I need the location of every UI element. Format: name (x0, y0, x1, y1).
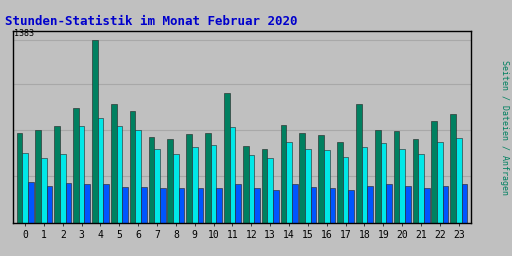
Bar (286, 142, 292, 223)
Bar (292, 184, 297, 223)
Bar (386, 184, 392, 223)
Bar (432, 121, 437, 223)
Bar (305, 148, 311, 223)
Bar (141, 187, 147, 223)
Bar (405, 186, 411, 223)
Bar (224, 93, 230, 223)
Bar (437, 142, 443, 223)
Bar (281, 125, 286, 223)
Bar (230, 127, 236, 223)
Bar (35, 130, 41, 223)
Bar (179, 188, 184, 223)
Bar (167, 139, 173, 223)
Bar (424, 188, 430, 223)
Bar (318, 135, 324, 223)
Bar (300, 133, 305, 223)
Bar (79, 126, 84, 223)
Bar (324, 150, 330, 223)
Bar (111, 103, 117, 223)
Bar (262, 148, 267, 223)
Bar (337, 142, 343, 223)
Bar (160, 188, 165, 223)
Bar (394, 131, 399, 223)
Bar (148, 137, 154, 223)
Bar (248, 155, 254, 223)
Bar (117, 126, 122, 223)
Bar (73, 108, 79, 223)
Bar (198, 188, 203, 223)
Bar (413, 139, 418, 223)
Text: Seiten / Dateien / Anfragen: Seiten / Dateien / Anfragen (500, 60, 509, 196)
Bar (399, 148, 405, 223)
Bar (28, 182, 34, 223)
Bar (375, 130, 380, 223)
Bar (349, 190, 354, 223)
Bar (380, 143, 386, 223)
Bar (192, 147, 198, 223)
Bar (205, 133, 211, 223)
Bar (16, 133, 22, 223)
Bar (54, 126, 60, 223)
Bar (130, 112, 135, 223)
Bar (356, 103, 361, 223)
Bar (236, 184, 241, 223)
Bar (343, 156, 349, 223)
Bar (122, 187, 128, 223)
Bar (217, 188, 222, 223)
Bar (135, 130, 141, 223)
Bar (243, 146, 248, 223)
Bar (361, 147, 367, 223)
Bar (173, 154, 179, 223)
Bar (330, 188, 335, 223)
Bar (418, 154, 424, 223)
Bar (186, 134, 192, 223)
Text: Stunden-Statistik im Monat Februar 2020: Stunden-Statistik im Monat Februar 2020 (5, 15, 297, 28)
Bar (450, 114, 456, 223)
Bar (22, 153, 28, 223)
Bar (211, 145, 217, 223)
Bar (154, 148, 160, 223)
Bar (98, 118, 103, 223)
Bar (66, 183, 71, 223)
Bar (60, 154, 66, 223)
Bar (443, 186, 449, 223)
Bar (267, 158, 273, 223)
Text: 1383: 1383 (14, 29, 34, 38)
Bar (41, 158, 47, 223)
Bar (311, 187, 316, 223)
Bar (84, 184, 90, 223)
Bar (367, 186, 373, 223)
Bar (47, 186, 52, 223)
Bar (273, 190, 279, 223)
Bar (462, 184, 467, 223)
Bar (254, 188, 260, 223)
Bar (456, 138, 462, 223)
Bar (92, 40, 98, 223)
Bar (103, 184, 109, 223)
